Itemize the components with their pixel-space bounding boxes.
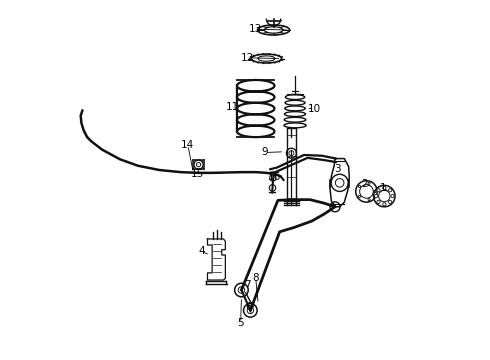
Text: 15: 15	[191, 168, 204, 179]
Text: 7: 7	[245, 280, 251, 291]
Text: 10: 10	[308, 104, 321, 113]
Text: 1: 1	[380, 183, 386, 193]
Text: 16: 16	[268, 172, 281, 182]
Text: 12: 12	[241, 53, 254, 63]
Text: 3: 3	[335, 164, 341, 174]
Circle shape	[391, 194, 394, 198]
Text: 4: 4	[198, 247, 205, 256]
Text: 13: 13	[248, 24, 262, 34]
Text: 9: 9	[261, 148, 268, 157]
Text: 11: 11	[226, 103, 240, 112]
Circle shape	[383, 203, 386, 206]
Circle shape	[389, 189, 392, 192]
Circle shape	[377, 189, 380, 192]
Circle shape	[383, 186, 386, 189]
Text: 8: 8	[252, 273, 259, 283]
Circle shape	[389, 200, 392, 203]
Text: 14: 14	[181, 140, 195, 150]
Circle shape	[377, 200, 380, 203]
Text: 2: 2	[362, 179, 368, 189]
Circle shape	[374, 194, 378, 198]
Text: 6: 6	[245, 302, 252, 312]
Text: 5: 5	[237, 318, 244, 328]
